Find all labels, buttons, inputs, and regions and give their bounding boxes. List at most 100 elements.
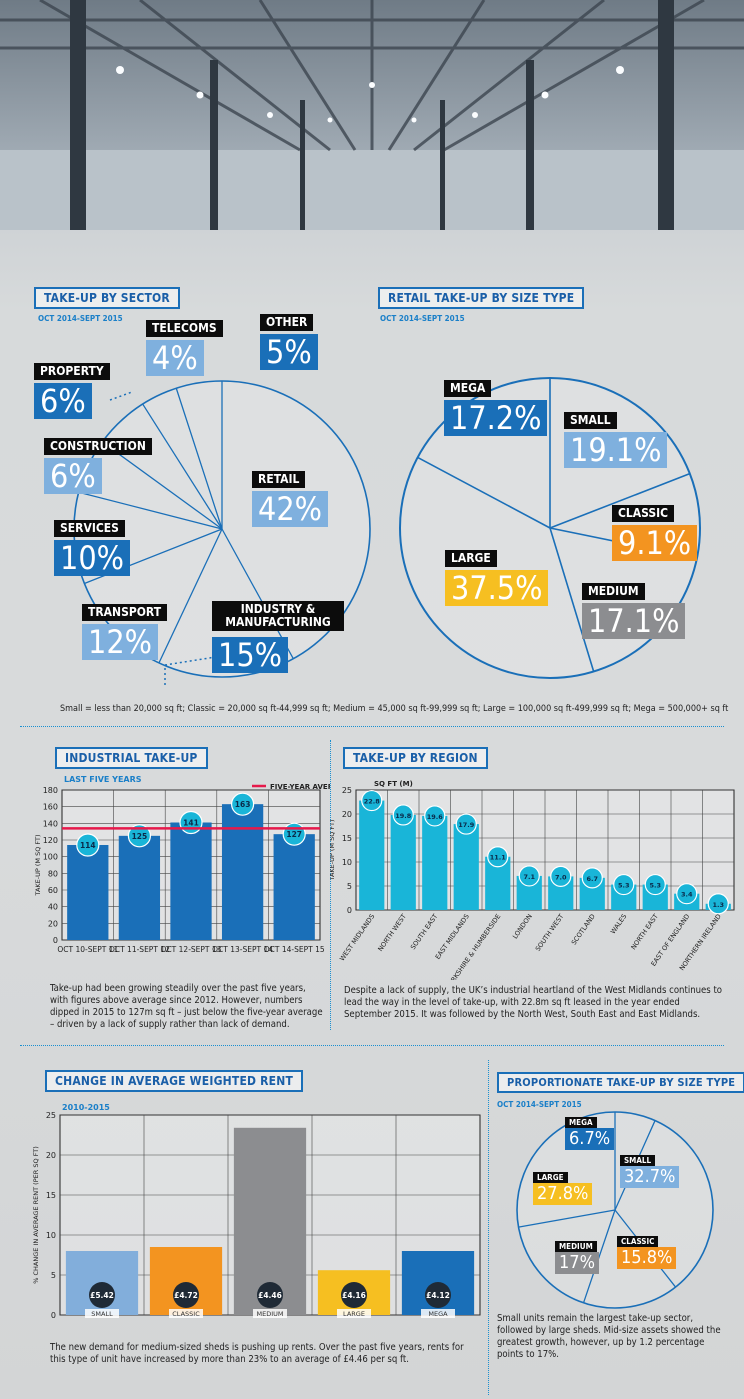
region-value-wales: 5.3 bbox=[618, 882, 630, 890]
rent-title: CHANGE IN AVERAGE WEIGHTED RENT bbox=[45, 1070, 304, 1092]
industrial-bar-oct-12-sept-13 bbox=[170, 822, 212, 940]
prop-label-large: LARGE bbox=[533, 1172, 568, 1183]
rent-ytick-25: 25 bbox=[46, 1111, 56, 1120]
industrial-subtitle: LAST FIVE YEARS bbox=[64, 775, 142, 784]
industrial-ytick-160: 160 bbox=[43, 803, 58, 812]
rent-xlabel-classic: CLASSIC bbox=[172, 1310, 200, 1318]
sector-value-property: 6% bbox=[34, 383, 92, 419]
region-xlabel-south-east: SOUTH EAST bbox=[409, 913, 439, 952]
region-xlabel-south-west: SOUTH WEST bbox=[534, 913, 566, 953]
rent-ytick-10: 10 bbox=[46, 1231, 56, 1240]
retail-value-small: 19.1% bbox=[564, 432, 668, 468]
retail-slice-large bbox=[549, 527, 595, 672]
industrial-value-oct-13-sept-14: 163 bbox=[235, 800, 251, 809]
prop-value-medium: 17% bbox=[555, 1252, 599, 1274]
region-value-scotland: 6.7 bbox=[586, 875, 598, 883]
retail-value-large: 37.5% bbox=[445, 570, 549, 606]
prop-slice-medium bbox=[582, 1209, 616, 1304]
prop-value-large: 27.8% bbox=[533, 1183, 593, 1205]
retail-title: RETAIL TAKE-UP BY SIZE TYPE bbox=[378, 287, 585, 309]
rent-xlabel-mega: MEGA bbox=[428, 1310, 448, 1318]
industrial-ytick-140: 140 bbox=[43, 819, 58, 828]
region-xlabel-yorkshire-humberside: YORKSHIRE & HUMBERSIDE bbox=[444, 913, 503, 980]
rent-price-medium: £4.46 bbox=[258, 1291, 282, 1300]
region-value-yorkshire-humberside: 11.1 bbox=[490, 854, 507, 862]
rent-price-bubble-classic bbox=[173, 1282, 199, 1308]
retail-pie bbox=[399, 377, 701, 679]
region-bubble-scotland bbox=[581, 867, 603, 889]
region-xlabel-scotland: SCOTLAND bbox=[570, 913, 597, 947]
region-value-london: 7.1 bbox=[523, 873, 535, 881]
industrial-ytick-120: 120 bbox=[43, 836, 58, 845]
retail-label-classic: CLASSIC bbox=[612, 505, 675, 522]
rent-catbox-large bbox=[337, 1309, 371, 1318]
sector-slice-other bbox=[175, 388, 223, 530]
sector-label-transport: TRANSPORT bbox=[82, 604, 168, 621]
region-bar-north-west bbox=[390, 814, 416, 910]
sector-value-construction: 6% bbox=[44, 458, 102, 494]
sector-slice-construction bbox=[78, 491, 223, 530]
sector-label-industry: INDUSTRY & MANUFACTURING bbox=[212, 601, 344, 631]
rent-price-mega: £4.12 bbox=[426, 1291, 450, 1300]
industrial-ytick-40: 40 bbox=[48, 903, 58, 912]
prop-value-mega: 6.7% bbox=[565, 1128, 615, 1150]
size-definitions-note: Small = less than 20,000 sq ft; Classic … bbox=[60, 704, 729, 714]
sector-label-retail: RETAIL bbox=[252, 471, 306, 488]
rent-price-bubble-small bbox=[89, 1282, 115, 1308]
sector-label-construction: CONSTRUCTION bbox=[44, 438, 152, 455]
retail-label-large: LARGE bbox=[445, 550, 497, 567]
retail-value-medium: 17.1% bbox=[582, 603, 686, 639]
region-ytick-15: 15 bbox=[342, 834, 352, 843]
retail-value-mega: 17.2% bbox=[444, 400, 548, 436]
sector-slice-property bbox=[101, 441, 223, 530]
prop-label-medium: MEDIUM bbox=[555, 1241, 597, 1252]
retail-subtitle: OCT 2014-SEPT 2015 bbox=[380, 314, 465, 323]
rent-xlabel-medium: MEDIUM bbox=[256, 1310, 283, 1318]
rent-xlabel-small: SMALL bbox=[91, 1310, 113, 1318]
industrial-ytick-20: 20 bbox=[48, 919, 58, 928]
divider-1 bbox=[20, 726, 724, 727]
divider-vertical-1 bbox=[330, 740, 331, 1030]
sector-label-services: SERVICES bbox=[54, 520, 125, 537]
sector-value-industry: 15% bbox=[212, 637, 288, 673]
rent-price-bubble-mega bbox=[425, 1282, 451, 1308]
rent-ytick-15: 15 bbox=[46, 1191, 56, 1200]
rent-catbox-classic bbox=[169, 1309, 203, 1318]
divider-vertical-2 bbox=[488, 1060, 489, 1395]
property-leader bbox=[109, 391, 133, 401]
region-xlabel-north-west: NORTH WEST bbox=[376, 913, 408, 953]
industrial-bubble-oct-13-sept-14 bbox=[231, 792, 255, 816]
industrial-value-oct-12-sept-13: 141 bbox=[183, 819, 199, 828]
region-value-east-midlands: 17.9 bbox=[458, 821, 475, 829]
region-value-east-of-england: 3.4 bbox=[681, 891, 693, 899]
region-xlabel-london: LONDON bbox=[511, 912, 534, 940]
industrial-legend-label: FIVE-YEAR AVERAGE bbox=[270, 783, 330, 791]
region-title: TAKE-UP BY REGION bbox=[343, 747, 488, 769]
industrial-bubble-oct-11-sept-12 bbox=[127, 824, 151, 848]
industrial-value-oct-14-sept-15: 127 bbox=[286, 830, 302, 839]
rent-price-large: £4.16 bbox=[342, 1291, 366, 1300]
region-chart: 0 5 10 15 20 25 22.8 WEST MIDLANDS 19.8 NORTH WES… bbox=[330, 780, 735, 980]
region-value-west-midlands: 22.8 bbox=[364, 798, 381, 806]
prop-pie bbox=[516, 1111, 714, 1309]
rent-catbox-mega bbox=[421, 1309, 455, 1318]
region-value-south-west: 7.0 bbox=[555, 873, 567, 881]
rent-paragraph: The new demand for medium-sized sheds is… bbox=[50, 1342, 464, 1365]
prop-title: PROPORTIONATE TAKE-UP BY SIZE TYPE bbox=[497, 1072, 744, 1093]
region-xlabel-west-midlands: WEST MIDLANDS bbox=[338, 913, 376, 963]
industrial-ytick-180: 180 bbox=[43, 786, 58, 795]
rent-price-classic: £4.72 bbox=[174, 1291, 198, 1300]
industrial-chart: 0 20 40 60 80 100 120 140 160 180 114 OCT 10-SEPT 1… bbox=[34, 775, 330, 954]
industrial-value-oct-11-sept-12: 125 bbox=[132, 832, 148, 841]
prop-paragraph: Small units remain the largest take-up s… bbox=[497, 1313, 721, 1360]
industrial-ytick-80: 80 bbox=[48, 869, 58, 878]
prop-label-classic: CLASSIC bbox=[617, 1236, 659, 1247]
region-bar-south-east bbox=[422, 815, 448, 910]
region-bubble-northern-ireland bbox=[707, 893, 729, 915]
rent-ylabel: % CHANGE IN AVERAGE RENT (PER SQ FT) bbox=[32, 1146, 40, 1284]
region-bubble-south-west bbox=[550, 865, 572, 888]
region-bubble-north-east bbox=[644, 873, 666, 896]
sector-slice-telecoms bbox=[142, 403, 223, 530]
region-bubble-north-west bbox=[392, 804, 414, 826]
rent-catbox-medium bbox=[253, 1309, 287, 1318]
